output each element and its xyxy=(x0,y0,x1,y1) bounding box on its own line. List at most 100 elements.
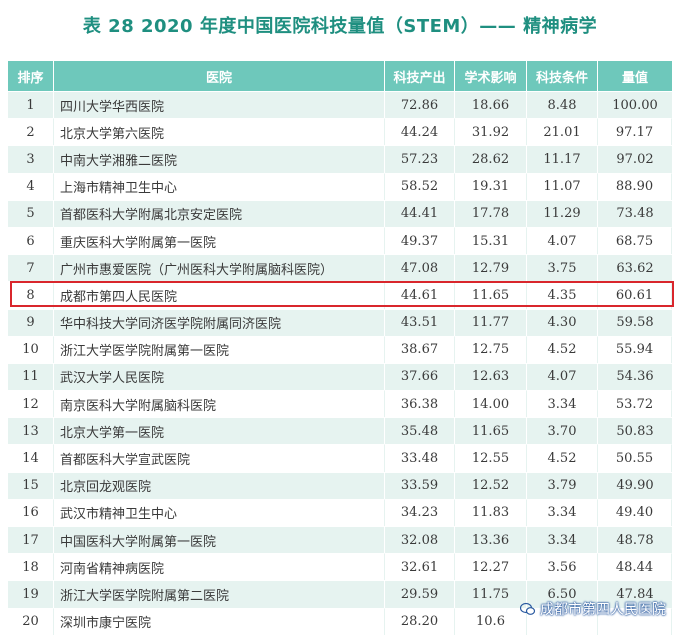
table-row: 17 中国医科大学附属第一医院 32.08 13.36 3.34 48.78 xyxy=(8,526,672,554)
condition-cell: 6.50 xyxy=(527,580,598,608)
column-header-output: 科技产出 xyxy=(385,61,455,91)
column-header-condition: 科技条件 xyxy=(527,61,598,91)
score-cell: 63.62 xyxy=(598,254,672,282)
table-row: 8 成都市第四人民医院 44.61 11.65 4.35 60.61 xyxy=(8,281,672,309)
hospital-name-cell: 北京回龙观医院 xyxy=(54,471,385,499)
score-cell: 50.55 xyxy=(598,444,672,472)
rank-cell: 19 xyxy=(8,580,54,608)
watermark-text: 成都市第四人民医院 xyxy=(540,602,666,618)
hospital-name-cell: 中国医科大学附属第一医院 xyxy=(54,526,385,554)
hospital-name-cell: 中南大学湘雅二医院 xyxy=(54,145,385,173)
impact-cell: 11.77 xyxy=(455,308,527,336)
impact-cell: 12.79 xyxy=(455,254,527,282)
hospital-name-cell: 首都医科大学附属北京安定医院 xyxy=(54,199,385,227)
score-cell: 48.44 xyxy=(598,553,672,581)
rank-cell: 16 xyxy=(8,498,54,526)
table-row: 1 四川大学华西医院 72.86 18.66 8.48 100.00 xyxy=(8,91,672,119)
output-cell: 57.23 xyxy=(385,145,455,173)
output-cell: 58.52 xyxy=(385,172,455,200)
score-cell: 50.83 xyxy=(598,417,672,445)
table-row: 20 深圳市康宁医院 28.20 10.6 xyxy=(8,607,672,635)
rank-cell: 15 xyxy=(8,471,54,499)
condition-cell: 3.56 xyxy=(527,553,598,581)
hospital-name-cell: 浙江大学医学院附属第二医院 xyxy=(54,580,385,608)
score-cell: 73.48 xyxy=(598,199,672,227)
impact-cell: 11.65 xyxy=(455,417,527,445)
output-cell: 33.48 xyxy=(385,444,455,472)
output-cell: 36.38 xyxy=(385,390,455,418)
hospital-name-cell: 首都医科大学宣武医院 xyxy=(54,444,385,472)
hospital-name-cell: 上海市精神卫生中心 xyxy=(54,172,385,200)
impact-cell: 15.31 xyxy=(455,226,527,255)
hospital-name-cell: 华中科技大学同济医学院附属同济医院 xyxy=(54,308,385,336)
hospital-name-cell: 南京医科大学附属脑科医院 xyxy=(54,390,385,418)
condition-cell: 4.07 xyxy=(527,362,598,391)
table-row: 3 中南大学湘雅二医院 57.23 28.62 11.17 97.02 xyxy=(8,145,672,173)
impact-cell: 12.55 xyxy=(455,444,527,472)
impact-cell: 14.00 xyxy=(455,390,527,418)
hospital-name-cell: 深圳市康宁医院 xyxy=(54,607,385,635)
rank-cell: 17 xyxy=(8,526,54,554)
score-cell: 48.78 xyxy=(598,526,672,554)
hospital-name-cell: 浙江大学医学院附属第一医院 xyxy=(54,335,385,363)
condition-cell: 3.75 xyxy=(527,254,598,282)
rank-cell: 1 xyxy=(8,91,54,119)
rank-cell: 7 xyxy=(8,254,54,282)
rank-cell: 8 xyxy=(8,281,54,309)
score-cell: 53.72 xyxy=(598,390,672,418)
hospital-name-cell: 河南省精神病医院 xyxy=(54,553,385,581)
impact-cell: 12.27 xyxy=(455,553,527,581)
score-cell: 47.84 xyxy=(598,580,672,608)
rank-cell: 18 xyxy=(8,553,54,581)
output-cell: 28.20 xyxy=(385,607,455,635)
score-cell xyxy=(598,607,672,635)
impact-cell: 10.6 xyxy=(455,607,527,635)
output-cell: 34.23 xyxy=(385,498,455,526)
hospital-name-cell: 广州市惠爱医院（广州医科大学附属脑科医院） xyxy=(54,254,385,282)
condition-cell: 3.34 xyxy=(527,498,598,526)
condition-cell: 4.52 xyxy=(527,335,598,363)
watermark: 成都市第四人民医院 xyxy=(520,599,666,619)
table-row: 14 首都医科大学宣武医院 33.48 12.55 4.52 50.55 xyxy=(8,444,672,472)
table-row: 4 上海市精神卫生中心 58.52 19.31 11.07 88.90 xyxy=(8,172,672,200)
output-cell: 35.48 xyxy=(385,417,455,445)
condition-cell: 11.17 xyxy=(527,145,598,173)
table-row: 16 武汉市精神卫生中心 34.23 11.83 3.34 49.40 xyxy=(8,498,672,526)
impact-cell: 11.83 xyxy=(455,498,527,526)
impact-cell: 17.78 xyxy=(455,199,527,227)
column-header-score: 量值 xyxy=(598,61,672,91)
impact-cell: 18.66 xyxy=(455,91,527,119)
output-cell: 38.67 xyxy=(385,335,455,363)
score-cell: 88.90 xyxy=(598,172,672,200)
condition-cell: 4.35 xyxy=(527,281,598,309)
rank-cell: 3 xyxy=(8,145,54,173)
table-row: 15 北京回龙观医院 33.59 12.52 3.79 49.90 xyxy=(8,471,672,499)
score-cell: 97.02 xyxy=(598,145,672,173)
score-cell: 59.58 xyxy=(598,308,672,336)
table-row: 11 武汉大学人民医院 37.66 12.63 4.07 54.36 xyxy=(8,362,672,391)
rank-cell: 11 xyxy=(8,362,54,391)
hospital-name-cell: 武汉大学人民医院 xyxy=(54,362,385,391)
impact-cell: 11.65 xyxy=(455,281,527,309)
wechat-icon xyxy=(520,602,536,615)
table-row: 13 北京大学第一医院 35.48 11.65 3.70 50.83 xyxy=(8,417,672,445)
rank-cell: 4 xyxy=(8,172,54,200)
score-cell: 49.40 xyxy=(598,498,672,526)
impact-cell: 19.31 xyxy=(455,172,527,200)
table-row: 2 北京大学第六医院 44.24 31.92 21.01 97.17 xyxy=(8,118,672,146)
impact-cell: 12.52 xyxy=(455,471,527,499)
condition-cell: 4.07 xyxy=(527,226,598,255)
table-title: 表 28 2020 年度中国医院科技量值（STEM）—— 精神病学 xyxy=(82,16,598,37)
output-cell: 33.59 xyxy=(385,471,455,499)
score-cell: 49.90 xyxy=(598,471,672,499)
output-cell: 72.86 xyxy=(385,91,455,119)
table-row: 18 河南省精神病医院 32.61 12.27 3.56 48.44 xyxy=(8,553,672,581)
condition-cell: 11.29 xyxy=(527,199,598,227)
condition-cell xyxy=(527,607,598,635)
table-row: 6 重庆医科大学附属第一医院 49.37 15.31 4.07 68.75 xyxy=(8,226,672,255)
score-cell: 97.17 xyxy=(598,118,672,146)
table-row: 7 广州市惠爱医院（广州医科大学附属脑科医院） 47.08 12.79 3.75 63.6… xyxy=(8,254,672,282)
hospital-name-cell: 四川大学华西医院 xyxy=(54,91,385,119)
rank-cell: 20 xyxy=(8,607,54,635)
score-cell: 60.61 xyxy=(598,281,672,309)
